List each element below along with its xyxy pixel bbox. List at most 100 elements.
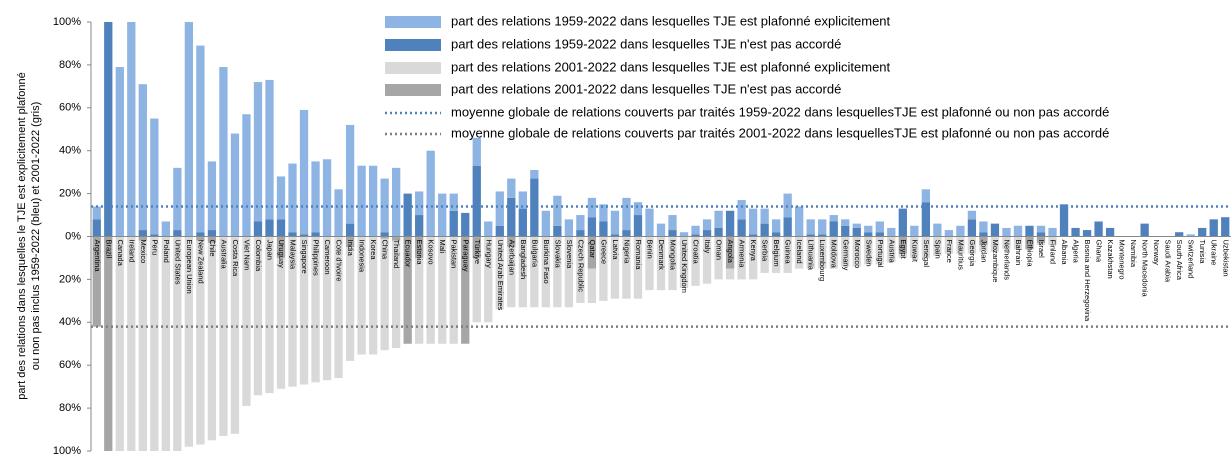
x-tick-label: Netherlands [1002,240,1011,281]
bar-segment [311,236,320,383]
x-tick-label: Kuwait [910,240,919,263]
bar-segment [714,210,723,228]
y-tick-label: 60% [59,359,81,371]
bar-segment [219,67,228,237]
x-tick-label: Kazakhstan [1106,240,1115,279]
x-tick-label: Guinea [784,240,793,265]
x-tick-label: Angola [726,240,735,264]
bar-segment [357,236,366,355]
x-tick-label: Namibia [1129,240,1138,268]
x-tick-label: Israel [1037,240,1046,259]
bar-segment [622,236,631,299]
bar-segment [288,236,297,387]
bar-segment [944,236,954,254]
bar-segment [725,268,735,280]
bar-segment [795,236,804,269]
legend-label: moyenne globale de relations couverts pa… [451,104,1109,119]
bar-segment [196,45,205,233]
x-tick-label: Estonia [415,240,424,266]
x-tick-label: Ghana [1095,240,1104,263]
bar-segment [887,236,896,263]
bar-segment [679,232,689,237]
bar-segment [415,215,424,237]
bar-segment [852,223,861,228]
bar-segment [127,236,136,451]
bar-segment [541,236,550,308]
bar-segment [1013,225,1023,237]
bar-segment [910,236,919,258]
x-tick-label: Portugal [876,240,885,268]
bar-segment [150,234,159,237]
bar-segment [1048,227,1057,237]
bar-segment [265,79,274,220]
bar-segment [1036,236,1046,243]
bar-segment [1140,223,1149,237]
bar-segment [345,247,355,361]
bar-segment [207,230,217,237]
bar-segment [276,236,286,258]
x-tick-label: European Union [185,240,194,294]
x-tick-label: South Africa [1175,240,1184,281]
bar-segment [829,221,838,237]
bar-segment [783,217,792,237]
x-tick-label: Slovenia [565,240,574,270]
bar-segment [334,236,343,379]
bar-segment [253,82,263,222]
bar-segment [691,236,700,286]
x-tick-label: Peru [150,240,159,256]
x-tick-label: Kenya [749,240,758,262]
bar-segment [656,223,666,237]
legend-swatch [385,39,441,51]
y-tick-label: 80% [59,402,81,414]
bar-segment [150,236,159,451]
x-tick-label: Argentina [93,240,102,273]
bar-segment [415,191,424,216]
bar-segment [1209,219,1218,237]
bar-segment [265,219,274,237]
bar-segment [714,236,723,280]
bar-segment [276,257,286,389]
legend-label: part des relations 2001-2022 dans lesque… [451,59,891,74]
bar-segment [173,230,182,237]
bar-segment [345,236,355,248]
bar-segment [449,210,458,237]
x-tick-label: United States [173,240,182,285]
bar-segment [610,236,620,299]
bar-segment [852,227,861,237]
y-tick-label: 100% [53,445,81,455]
bar-segment [748,208,758,235]
bar-segment [230,236,240,434]
x-tick-label: Thailand [392,240,401,269]
bar-segment [161,221,170,237]
bar-segment [288,163,297,233]
bar-segment [587,268,597,303]
bar-segment [979,221,988,233]
bar-segment [138,240,147,451]
bar-segment [760,208,769,224]
x-tick-label: Luxembourg [818,240,827,282]
x-tick-label: Ecuador [404,240,413,268]
bar-segment [576,230,585,237]
bar-segment [772,219,781,233]
bar-segment [1105,227,1115,237]
bar-segment [599,236,608,301]
bar-segment [737,219,746,237]
bar-segment [104,236,113,451]
bar-segment [334,189,343,237]
bar-segment [449,236,458,344]
x-tick-label: Romania [634,240,643,271]
bar-segment [1025,236,1034,250]
bar-segment [311,161,320,233]
x-tick-label: Croatia [692,240,701,265]
bar-segment [415,257,424,344]
x-tick-label: Oman [715,240,724,260]
bar-segment [1071,227,1080,237]
x-tick-label: Hungary [484,240,493,269]
bar-segment [495,236,504,310]
bar-segment [230,133,240,237]
bar-segment [576,236,585,303]
bar-segment [173,167,182,231]
y-tick-label: 60% [59,102,81,114]
x-tick-label: Switzerland [1187,240,1196,279]
bar-segment [1175,232,1184,237]
